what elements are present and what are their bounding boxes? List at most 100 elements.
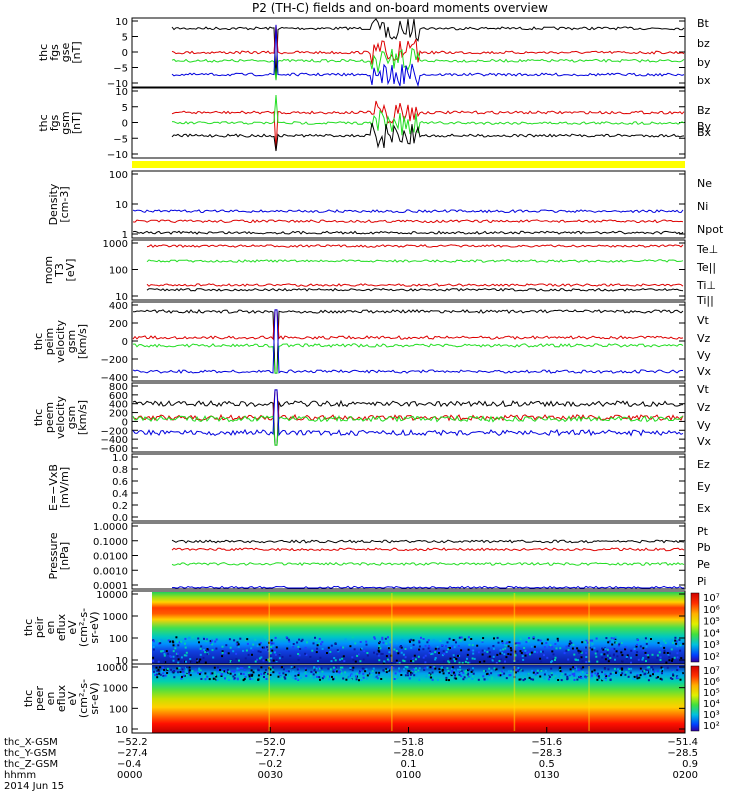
spectrogram-speck — [299, 648, 302, 650]
spectrogram-speck — [464, 670, 467, 673]
spectrogram-speck — [559, 670, 562, 673]
spectrogram-speck — [184, 646, 187, 649]
spectrogram-speck — [467, 636, 470, 639]
y-axis-label: thc — [32, 409, 45, 426]
spectrogram-speck — [331, 675, 333, 678]
y-axis-label: eflux — [55, 684, 68, 712]
spectrogram-speck — [545, 642, 548, 644]
y-tick-label: 0 — [122, 417, 128, 428]
spectrogram-speck — [473, 657, 476, 660]
spectrogram-speck — [424, 674, 427, 677]
spectrogram-speck — [573, 674, 576, 677]
spectrogram-speck — [558, 675, 561, 678]
spectrogram-speck — [341, 656, 343, 659]
spectrogram-speck — [313, 676, 316, 679]
spectrogram-speck — [656, 670, 659, 673]
spectrogram-speck — [177, 671, 179, 674]
spectrogram-speck — [172, 650, 175, 653]
spectrogram-speck — [274, 653, 277, 656]
spectrogram-speck — [517, 642, 520, 645]
spectrogram-speck — [272, 671, 275, 674]
spectrogram-speck — [514, 642, 517, 645]
xrow-label: thc_Z-GSM — [4, 759, 58, 770]
spectrogram-speck — [180, 660, 183, 663]
spectrogram-speck — [412, 643, 415, 646]
spectrogram-speck — [184, 637, 187, 640]
spectrogram-speck — [427, 644, 430, 647]
spectrogram-speck — [407, 674, 409, 677]
spectrogram-speck — [671, 639, 674, 641]
spectrogram-speck — [324, 676, 327, 679]
spectrogram-speck — [348, 676, 351, 679]
spectrogram-speck — [212, 677, 215, 680]
spectrogram-speck — [590, 643, 593, 646]
spectrogram-speck — [304, 647, 307, 649]
spectrogram-speck — [166, 667, 169, 670]
spectrogram-speck — [481, 640, 484, 643]
spectrogram-speck — [366, 652, 369, 654]
spectrogram-speck — [645, 642, 648, 645]
spectrogram-speck — [413, 674, 416, 677]
series-Vt — [132, 399, 684, 446]
spectrogram-speck — [163, 676, 166, 679]
spectrogram-speck — [278, 657, 281, 660]
spectrogram-speck — [681, 672, 684, 675]
spectrogram-speck — [609, 678, 612, 681]
spectrogram-speck — [663, 649, 666, 652]
spectrogram-speck — [306, 641, 308, 644]
colorbar — [690, 665, 700, 732]
spectrogram-speck — [376, 653, 379, 656]
spectrogram-speck — [547, 678, 550, 681]
spectrogram-speck — [550, 673, 553, 676]
spectrogram-speck — [354, 642, 357, 645]
spectrogram-speck — [285, 670, 288, 672]
spectrogram-speck — [360, 647, 363, 650]
spectrogram-speck — [614, 658, 616, 661]
spectrogram-speck — [441, 654, 444, 657]
spectrogram-speck — [294, 677, 297, 680]
spectrogram-speck — [278, 672, 281, 675]
spectrogram-speck — [579, 657, 582, 660]
spectrogram-speck — [594, 672, 597, 675]
spectrogram-speck — [648, 666, 651, 669]
series-Npot — [132, 209, 684, 214]
spectrogram-speck — [452, 639, 455, 641]
spectrogram-speck — [568, 672, 571, 675]
spectrogram-speck — [630, 667, 633, 670]
y-axis-label: [eV] — [64, 259, 77, 282]
spectrogram-speck — [556, 671, 559, 674]
legend-Ex: Ex — [697, 502, 711, 515]
spectrogram-speck — [354, 660, 357, 663]
legend-Vx: Vx — [697, 365, 712, 378]
panel-9: 10⁷10⁶10⁵10⁴10³10²10000100010010thcpeire… — [22, 590, 720, 667]
spectrogram-speck — [179, 671, 182, 673]
spectrogram-speck — [382, 641, 385, 644]
spectrogram-speck — [349, 645, 352, 648]
spectrogram-speck — [443, 653, 446, 655]
spectrogram-speck — [471, 669, 474, 672]
spectrogram-speck — [191, 670, 194, 673]
spectrogram-speck — [385, 671, 388, 674]
spectrogram-speck — [611, 647, 614, 650]
spectrogram-speck — [249, 678, 252, 680]
series-Ni — [132, 230, 684, 235]
spectrogram-speck — [668, 659, 671, 662]
spectrogram-speck — [177, 658, 180, 661]
spectrogram-speck — [645, 653, 648, 656]
spectrogram-speck — [533, 645, 536, 648]
spectrogram-speck — [527, 672, 530, 675]
spectrogram-speck — [550, 672, 553, 675]
spectrogram-speck — [172, 655, 175, 658]
spectrogram-speck — [431, 671, 434, 674]
spectrogram-speck — [632, 649, 635, 652]
x-tick-label: −27.4 — [117, 748, 148, 759]
spectrogram-speck — [672, 673, 674, 676]
spectrogram-speck — [252, 643, 255, 646]
spectrogram-speck — [199, 671, 202, 674]
spectrogram-speck — [501, 651, 503, 654]
colorbar-tick-label: 10⁴ — [703, 699, 720, 710]
y-tick-label: 1000 — [103, 684, 128, 695]
spectrogram-speck — [445, 651, 448, 653]
spectrogram-speck — [611, 671, 614, 674]
spectrogram-speck — [173, 676, 176, 679]
